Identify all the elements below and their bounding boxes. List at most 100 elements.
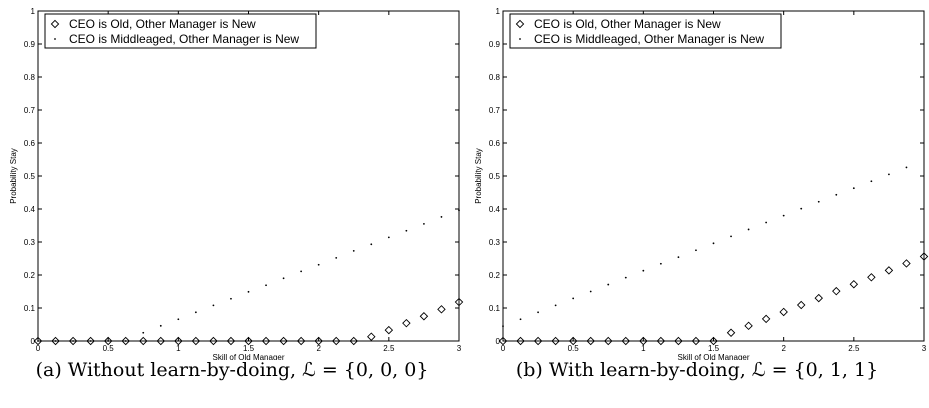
- caption-b: (b) With learn-by-doing, ℒ = {0, 1, 1}: [515, 359, 879, 381]
- diamond-point: [209, 336, 218, 346]
- diamond-point: [639, 336, 648, 346]
- x-tick-label: 2: [781, 344, 786, 353]
- y-tick-label: 0: [31, 337, 36, 346]
- dot-point: [519, 318, 522, 321]
- diamond-point: [419, 312, 429, 321]
- dot-point: [572, 297, 575, 300]
- diamond-point: [498, 336, 508, 346]
- dot-point: [72, 340, 74, 342]
- diamond-point: [568, 336, 578, 346]
- legend-diamond-marker: [50, 19, 60, 29]
- y-tick-label: 0.1: [489, 304, 501, 313]
- chart-a: 0 0.5 1 1.5 2 2.5 3 0 0.1 0.2 0.3 0.4 0.5 0.6 0.7 0.8 0.…: [9, 7, 464, 360]
- dot-point: [747, 228, 750, 231]
- x-tick-label: 3: [457, 344, 462, 353]
- diamond-point: [551, 336, 560, 346]
- diamond-point: [279, 336, 288, 346]
- dot-point: [800, 207, 803, 210]
- dot-point: [888, 173, 890, 176]
- dot-point: [370, 243, 373, 246]
- dot-point: [554, 304, 557, 307]
- dot-point: [677, 256, 680, 259]
- diamond-point: [849, 280, 859, 289]
- diamond-point: [121, 336, 130, 346]
- diamond-point: [656, 336, 666, 346]
- diamond-point: [226, 336, 236, 346]
- y-tick-label: 0.3: [24, 238, 36, 247]
- diamond-point: [244, 336, 253, 346]
- y-tick-label: 0.6: [489, 139, 501, 148]
- diamond-point: [33, 336, 43, 346]
- legend-box: [44, 13, 317, 49]
- y-tick-label: 0.2: [489, 271, 501, 280]
- diamond-point: [437, 305, 446, 314]
- diamond-point: [331, 336, 341, 346]
- legend-diamond-marker: [515, 19, 525, 29]
- chart-b: 0 0.5 1 1.5 2 2.5 3 0 0.1 0.2 0.3 0.4 0.5 0.6 0.7 0.8 0.…: [474, 7, 929, 360]
- chart-panel-b: 0 0.5 1 1.5 2 2.5 3 0 0.1 0.2 0.3 0.4 0.5 0.6 0.7 0.8 0.…: [465, 0, 929, 408]
- x-tick-label: 1.5: [708, 344, 720, 353]
- diamond-point: [814, 293, 823, 303]
- y-tick-label: 0.4: [24, 205, 36, 214]
- y-axis-label: Probability Stay: [9, 148, 18, 204]
- dot-point: [89, 340, 92, 342]
- dot-point: [659, 262, 662, 265]
- x-tick-label: 3: [922, 344, 927, 353]
- dot-point: [177, 318, 180, 321]
- dot-point: [423, 222, 425, 225]
- dot-point: [712, 242, 715, 245]
- diamond-point: [261, 336, 271, 346]
- dot-point: [265, 284, 267, 287]
- y-tick-label: 0.4: [489, 205, 501, 214]
- diamond-point: [51, 336, 60, 346]
- dot-point: [194, 311, 197, 314]
- dot-point: [905, 166, 908, 169]
- dot-point: [607, 283, 610, 286]
- diamond-point: [604, 336, 613, 346]
- dot-point: [537, 311, 539, 314]
- dot-point: [159, 324, 162, 327]
- x-tick-label: 2.5: [848, 344, 860, 353]
- dot-point: [870, 180, 873, 183]
- y-tick-label: 0.7: [489, 106, 501, 115]
- x-tick-label: 2.5: [383, 344, 395, 353]
- diamond-point: [191, 336, 201, 346]
- dot-point: [212, 304, 215, 307]
- diamond-point: [103, 336, 113, 346]
- diamond-point: [744, 321, 753, 331]
- dot-point: [782, 214, 785, 217]
- diamond-point: [68, 336, 78, 346]
- legend-label: CEO is Old, Other Manager is New: [69, 17, 256, 31]
- legend-dot-marker: [54, 38, 56, 40]
- diamond-point: [402, 318, 411, 328]
- diamond-point: [902, 259, 911, 268]
- y-tick-label: 0.6: [24, 139, 36, 148]
- chart-panel-a: 0 0.5 1 1.5 2 2.5 3 0 0.1 0.2 0.3 0.4 0.5 0.6 0.7 0.8 0.…: [0, 0, 464, 408]
- diamond-point: [349, 336, 358, 346]
- y-tick-label: 0.9: [24, 40, 36, 49]
- dot-point: [624, 276, 627, 279]
- y-tick-label: 0.3: [489, 238, 501, 247]
- dot-point: [458, 209, 460, 212]
- dot-point: [387, 236, 390, 239]
- diamond-point: [709, 336, 718, 346]
- dot-point: [502, 325, 504, 328]
- diamond-point: [384, 325, 394, 335]
- y-tick-label: 0.5: [24, 172, 36, 181]
- diamond-point: [516, 336, 525, 346]
- x-axis-label: Skill of Old Manager: [677, 353, 749, 360]
- caption-a: (a) Without learn-by-doing, ℒ = {0, 0, 0…: [35, 359, 429, 381]
- dot-point: [642, 269, 645, 272]
- dot-point: [589, 290, 592, 293]
- diamond-point: [621, 336, 631, 346]
- dot-point: [230, 297, 232, 300]
- x-tick-label: 0.5: [568, 344, 580, 353]
- dot-point: [835, 193, 838, 196]
- y-tick-label: 0.8: [24, 73, 36, 82]
- dot-point: [282, 277, 285, 280]
- x-axis-label: Skill of Old Manager: [212, 353, 284, 360]
- dot-point: [817, 200, 820, 203]
- dot-point: [37, 340, 39, 342]
- y-axis-label: Probability Stay: [474, 148, 483, 204]
- dot-point: [54, 340, 57, 342]
